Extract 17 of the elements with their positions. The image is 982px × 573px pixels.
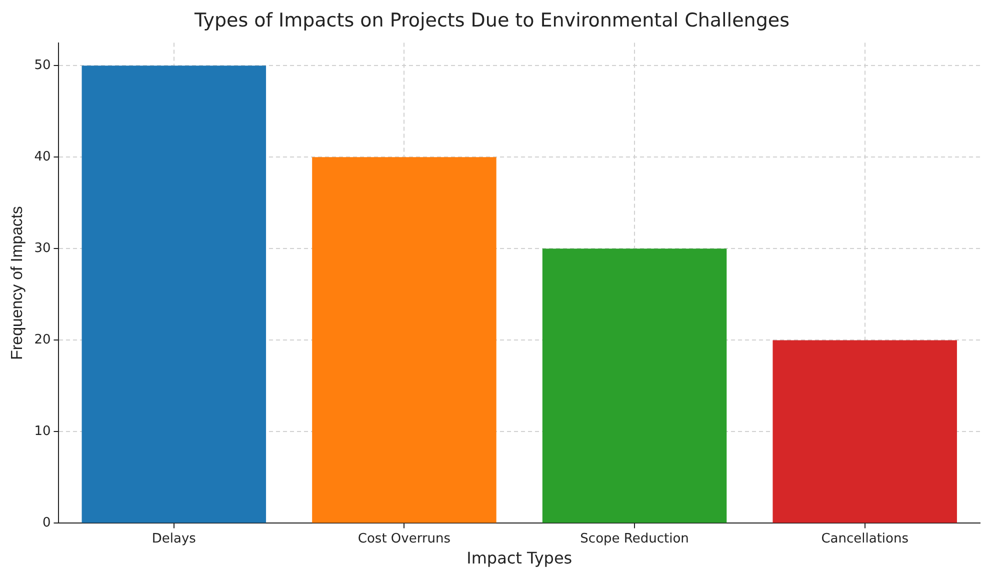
x-tick-label: Delays	[152, 531, 196, 546]
y-tick-label: 40	[34, 150, 51, 165]
x-tick-label: Cost Overruns	[358, 531, 451, 546]
y-tick-label: 30	[34, 241, 51, 256]
x-tick-label: Scope Reduction	[580, 531, 689, 546]
y-tick-label: 50	[34, 58, 51, 74]
bar	[772, 340, 957, 523]
x-tick-label: Cancellations	[821, 531, 909, 546]
y-axis-title: Frequency of Impacts	[9, 206, 26, 360]
y-tick-label: 20	[34, 332, 51, 348]
y-tick-label: 10	[34, 424, 51, 440]
y-tick-label: 0	[42, 516, 51, 531]
bar	[82, 66, 266, 523]
x-axis-title: Impact Types	[466, 548, 572, 568]
chart-title: Types of Impacts on Projects Due to Environmental Challenges	[194, 9, 790, 32]
bar	[312, 157, 496, 523]
bar	[542, 248, 727, 523]
